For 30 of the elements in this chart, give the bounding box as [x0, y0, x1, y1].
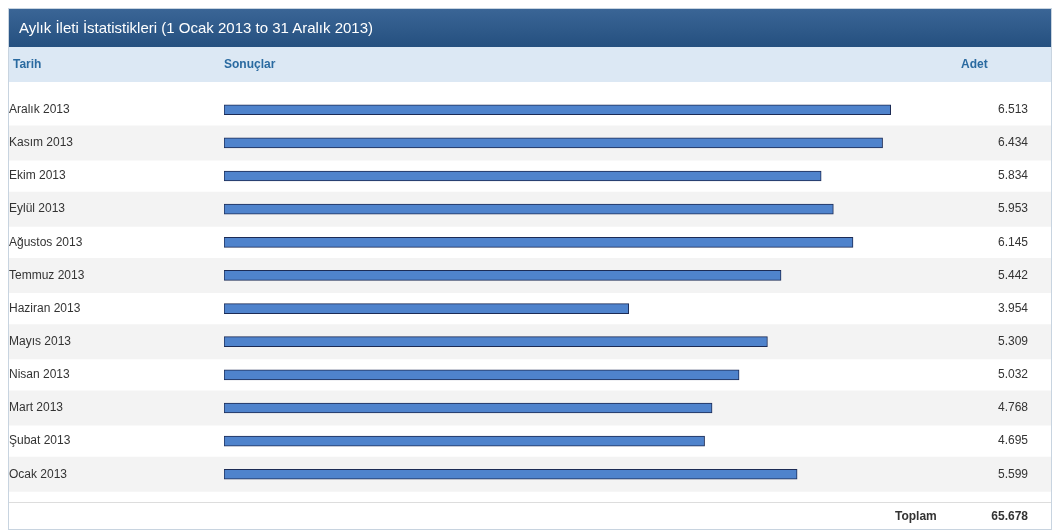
y-tick-label: Ağustos 2013 — [9, 234, 83, 249]
y-tick-label: Aralık 2013 — [9, 102, 71, 117]
text: 65.678 — [991, 508, 1028, 525]
y-tick-label: Ekim 2013 — [9, 168, 67, 183]
data-label: 6.513 — [997, 102, 1029, 117]
data-label: 5.032 — [997, 367, 1029, 382]
chart-title: Aylık İleti İstatistikleri (1 Ocak 2013 to 31 Aralık 2013) — [9, 9, 1051, 47]
data-label: 5.599 — [997, 466, 1029, 481]
data-label: 6.434 — [997, 135, 1029, 150]
x-axis-title: Sonuçlar — [224, 56, 276, 73]
text: Toplam — [895, 508, 937, 525]
y-tick-label: Temmuz 2013 — [9, 267, 85, 282]
data-label: 5.442 — [997, 267, 1029, 282]
data-label: 4.695 — [997, 433, 1029, 448]
y-tick-label: Haziran 2013 — [9, 300, 81, 315]
y-tick-label: Eylül 2013 — [9, 201, 66, 216]
y-axis-title: Tarih — [13, 56, 42, 73]
data-label: 5.834 — [997, 168, 1029, 183]
y-tick-label: Mart 2013 — [9, 400, 64, 415]
data-label: 3.954 — [997, 300, 1029, 315]
y-tick-label: Kasım 2013 — [9, 135, 74, 150]
data-label: 6.145 — [997, 234, 1029, 249]
y-tick-label: Mayıs 2013 — [9, 334, 72, 349]
y-tick-label: Ocak 2013 — [9, 466, 68, 481]
y-tick-label: Şubat 2013 — [9, 433, 71, 448]
text: Adet — [961, 56, 988, 73]
data-label: 4.768 — [997, 400, 1029, 415]
data-label: 5.309 — [997, 334, 1029, 349]
data-label: 5.953 — [997, 201, 1029, 216]
y-tick-label: Nisan 2013 — [9, 367, 71, 382]
